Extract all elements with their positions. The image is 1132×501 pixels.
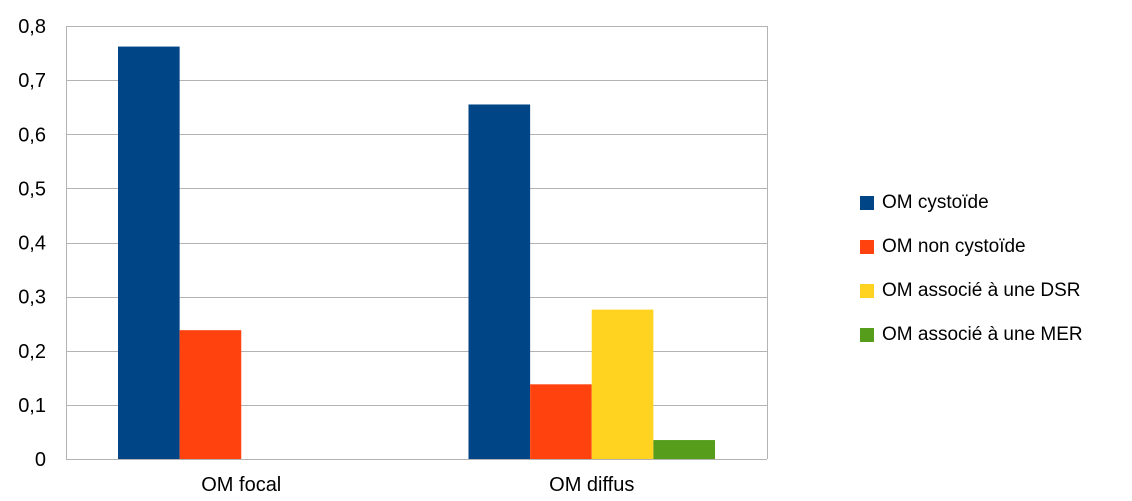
bar bbox=[179, 330, 242, 459]
y-tick-label: 0 bbox=[35, 449, 46, 471]
legend-swatch bbox=[860, 196, 874, 210]
x-category-label: OM focal bbox=[201, 474, 281, 496]
legend-swatch bbox=[860, 284, 874, 298]
bar bbox=[118, 46, 180, 459]
x-category-label: OM diffus bbox=[549, 474, 634, 496]
legend-label: OM cystoïde bbox=[882, 192, 989, 213]
y-tick-label: 0,2 bbox=[18, 341, 46, 363]
bar bbox=[591, 309, 654, 459]
legend-label: OM non cystoïde bbox=[882, 236, 1026, 257]
bars bbox=[118, 46, 715, 459]
legend-item: OM cystoïde bbox=[860, 190, 1083, 216]
bar bbox=[653, 440, 715, 459]
bar bbox=[530, 384, 592, 459]
y-tick-label: 0,5 bbox=[18, 178, 46, 200]
x-axis-categories: OM focal OM diffus bbox=[201, 474, 634, 496]
legend: OM cystoïde OM non cystoïde OM associé à u… bbox=[860, 190, 1083, 366]
y-tick-label: 0,1 bbox=[18, 395, 46, 417]
y-axis-ticks: 0 0,1 0,2 0,3 0,4 0,5 0,6 0,7 0,8 bbox=[18, 16, 46, 471]
legend-label: OM associé à une MER bbox=[882, 324, 1083, 345]
y-tick-label: 0,8 bbox=[18, 16, 46, 38]
y-tick-label: 0,4 bbox=[18, 233, 46, 255]
legend-item: OM non cystoïde bbox=[860, 234, 1083, 260]
y-tick-label: 0,6 bbox=[18, 124, 46, 146]
legend-item: OM associé à une DSR bbox=[860, 278, 1083, 304]
y-tick-label: 0,3 bbox=[18, 287, 46, 309]
y-tick-label: 0,7 bbox=[18, 70, 46, 92]
legend-swatch bbox=[860, 240, 874, 254]
legend-label: OM associé à une DSR bbox=[882, 280, 1081, 301]
legend-item: OM associé à une MER bbox=[860, 322, 1083, 348]
bar bbox=[468, 104, 531, 459]
legend-swatch bbox=[860, 328, 874, 342]
